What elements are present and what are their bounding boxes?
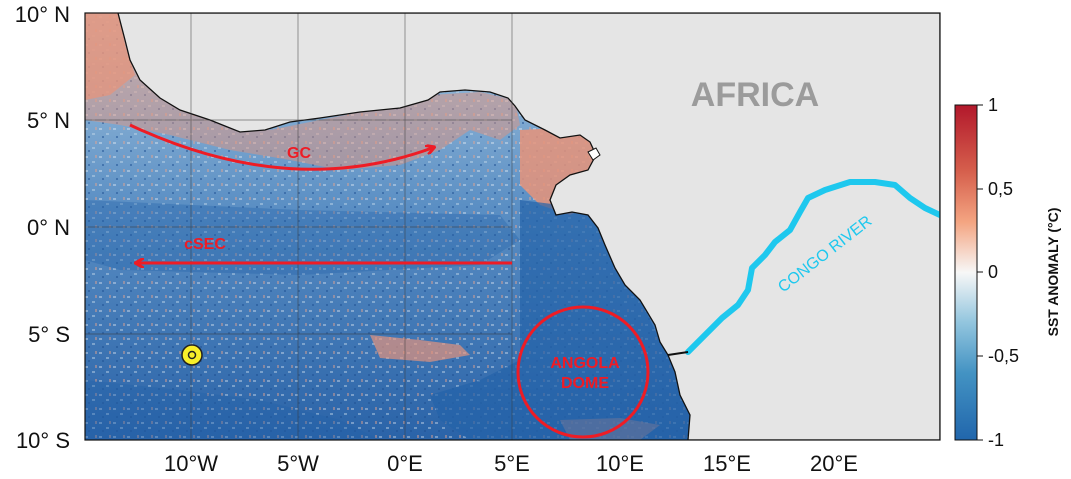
lat-label: 5° N	[27, 108, 70, 133]
colorbar-tick-label: 0,5	[988, 179, 1013, 199]
angola-dome-circle	[516, 305, 650, 439]
lat-label: 0° N	[27, 215, 70, 240]
graticule	[85, 13, 513, 440]
lon-label: 10°E	[596, 451, 644, 476]
bioko-island	[587, 147, 601, 161]
lat-label: 5° S	[28, 322, 70, 347]
colorbar: 1 0,5 0 -0,5 -1 SST ANOMALY (°C)	[954, 95, 1061, 450]
colorbar-title: SST ANOMALY (°C)	[1045, 208, 1061, 337]
map-border	[84, 12, 941, 441]
longitude-labels: 10°W 5°W 0°E 5°E 10°E 15°E 20°E	[164, 451, 858, 476]
africa-landmass	[117, 13, 940, 440]
csec-label: cSEC	[184, 236, 226, 253]
latitude-labels: 10° N 5° N 0° N 5° S 10° S	[15, 2, 70, 453]
lon-label: 5°E	[494, 451, 530, 476]
congo-river	[685, 179, 940, 355]
angola-dome-label-line2: DOME	[561, 375, 609, 392]
colorbar-tick-label: -1	[988, 430, 1004, 450]
gc-label: GC	[287, 145, 311, 162]
colorbar-tick-label: -0,5	[988, 346, 1019, 366]
colorbar-tick-label: 1	[988, 95, 998, 115]
lon-label: 10°W	[164, 451, 218, 476]
lon-label: 5°W	[277, 451, 319, 476]
lat-label: 10° N	[15, 2, 70, 27]
lon-label: 0°E	[387, 451, 423, 476]
cool-anomaly-patches	[85, 200, 690, 440]
location-marker	[181, 344, 203, 366]
lat-label: 10° S	[16, 428, 70, 453]
river-mouth	[667, 351, 689, 356]
map-area: AFRICA GC cSEC ANGOLA DOME CONGO RIVER	[85, 13, 940, 440]
colorbar-ticks	[977, 104, 983, 441]
colorbar-tick-label: 0	[988, 262, 998, 282]
lon-label: 15°E	[703, 451, 751, 476]
angola-dome-label-line1: ANGOLA	[550, 355, 620, 372]
lon-label: 20°E	[810, 451, 858, 476]
gc-current-arrow	[129, 123, 432, 171]
colorbar-gradient	[954, 104, 978, 441]
africa-label: AFRICA	[691, 76, 819, 114]
